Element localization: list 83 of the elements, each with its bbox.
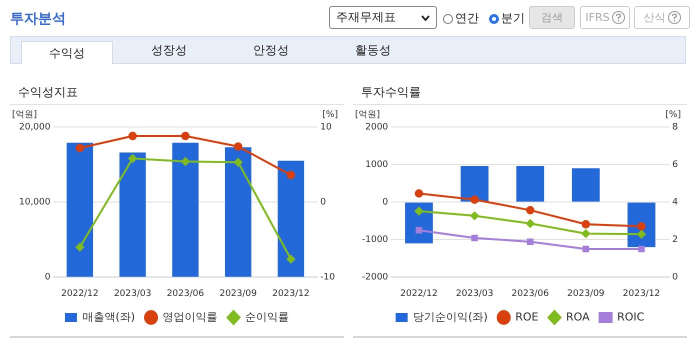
chart-title: 수익성지표 bbox=[10, 74, 344, 105]
point bbox=[526, 206, 534, 214]
point bbox=[582, 246, 590, 252]
y2-tick-label: 0 bbox=[672, 272, 678, 283]
x-tick-label: 2023/12 bbox=[622, 288, 660, 299]
bar bbox=[278, 160, 304, 277]
y2-tick-label: 6 bbox=[672, 160, 678, 170]
x-tick-label: 2023/03 bbox=[114, 288, 152, 299]
point bbox=[526, 238, 534, 245]
point bbox=[76, 144, 84, 152]
x-tick-label: 2023/09 bbox=[219, 288, 258, 299]
point bbox=[234, 142, 242, 151]
x-tick-label: 2022/12 bbox=[400, 288, 438, 299]
bar bbox=[460, 166, 488, 202]
text: 수익성 bbox=[21, 41, 113, 64]
point bbox=[470, 195, 479, 204]
legend-label: 영업이익률 bbox=[162, 310, 218, 324]
bar bbox=[119, 152, 146, 277]
point bbox=[128, 154, 137, 163]
legend-label: ROIC bbox=[617, 310, 645, 324]
chart-title: 투자수익률 bbox=[353, 74, 687, 105]
y-tick-label: 10,000 bbox=[18, 197, 51, 208]
y2-tick-label: 10 bbox=[320, 122, 332, 132]
y-tick-label: 20,000 bbox=[18, 122, 51, 132]
text: 산식 bbox=[634, 6, 690, 29]
x-tick-label: 2023/09 bbox=[567, 288, 605, 299]
point bbox=[414, 206, 424, 216]
point bbox=[181, 132, 190, 140]
point bbox=[526, 219, 534, 228]
y-tick-label: 2000 bbox=[365, 122, 388, 132]
text: 검색 bbox=[529, 6, 575, 29]
point bbox=[637, 222, 646, 231]
point bbox=[286, 254, 296, 264]
bar bbox=[516, 166, 544, 202]
point bbox=[181, 157, 190, 166]
y-tick-label: 0 bbox=[382, 197, 388, 208]
y-tick-label: 0 bbox=[44, 272, 51, 283]
y-axis-title: [억원] bbox=[12, 110, 38, 120]
x-tick-label: 2023/06 bbox=[512, 288, 550, 299]
bar bbox=[224, 147, 252, 277]
legend-label: 매출액(좌) bbox=[82, 310, 136, 324]
point bbox=[582, 229, 590, 238]
point bbox=[414, 189, 424, 198]
bar bbox=[66, 142, 94, 277]
point bbox=[638, 246, 645, 252]
y-axis-title: [억원] bbox=[355, 110, 380, 120]
legend-label: ROA bbox=[566, 310, 590, 324]
bar bbox=[572, 168, 600, 202]
point bbox=[76, 242, 84, 252]
y2-tick-label: -10 bbox=[320, 272, 336, 283]
text: 안정성 bbox=[252, 42, 290, 58]
point bbox=[416, 227, 422, 234]
point bbox=[286, 170, 296, 180]
x-tick-label: 2023/03 bbox=[456, 288, 494, 299]
text: 투자분석 bbox=[10, 10, 66, 28]
text: 연간 bbox=[454, 10, 479, 27]
text: 분기 bbox=[500, 10, 525, 27]
y2-axis-title: [%] bbox=[665, 110, 681, 120]
x-tick-label: 2022/12 bbox=[61, 288, 99, 299]
text: 활동성 bbox=[354, 42, 392, 58]
point bbox=[637, 230, 646, 238]
legend-label: 순이익률 bbox=[245, 310, 290, 324]
point bbox=[582, 220, 590, 228]
legend-label: 당기순이익(좌) bbox=[413, 310, 488, 324]
y-tick-label: 1000 bbox=[365, 160, 388, 170]
point bbox=[234, 158, 242, 166]
y2-axis-title: [%] bbox=[322, 110, 338, 120]
point bbox=[471, 234, 478, 242]
y2-tick-label: 4 bbox=[672, 197, 678, 208]
y-tick-label: -2000 bbox=[362, 272, 388, 283]
point bbox=[128, 132, 137, 140]
x-tick-label: 2023/06 bbox=[166, 288, 204, 299]
y2-tick-label: 0 bbox=[320, 197, 326, 208]
text: 주재무제표 bbox=[336, 9, 396, 26]
bar bbox=[172, 142, 199, 277]
text: IFRS bbox=[580, 6, 630, 29]
text: 성장성 bbox=[150, 42, 188, 58]
y2-tick-label: 8 bbox=[672, 122, 678, 132]
y-tick-label: -1000 bbox=[362, 234, 388, 245]
x-tick-label: 2023/12 bbox=[272, 288, 310, 299]
legend-label: ROE bbox=[515, 310, 539, 324]
y2-tick-label: 2 bbox=[672, 234, 678, 245]
point bbox=[470, 212, 479, 220]
